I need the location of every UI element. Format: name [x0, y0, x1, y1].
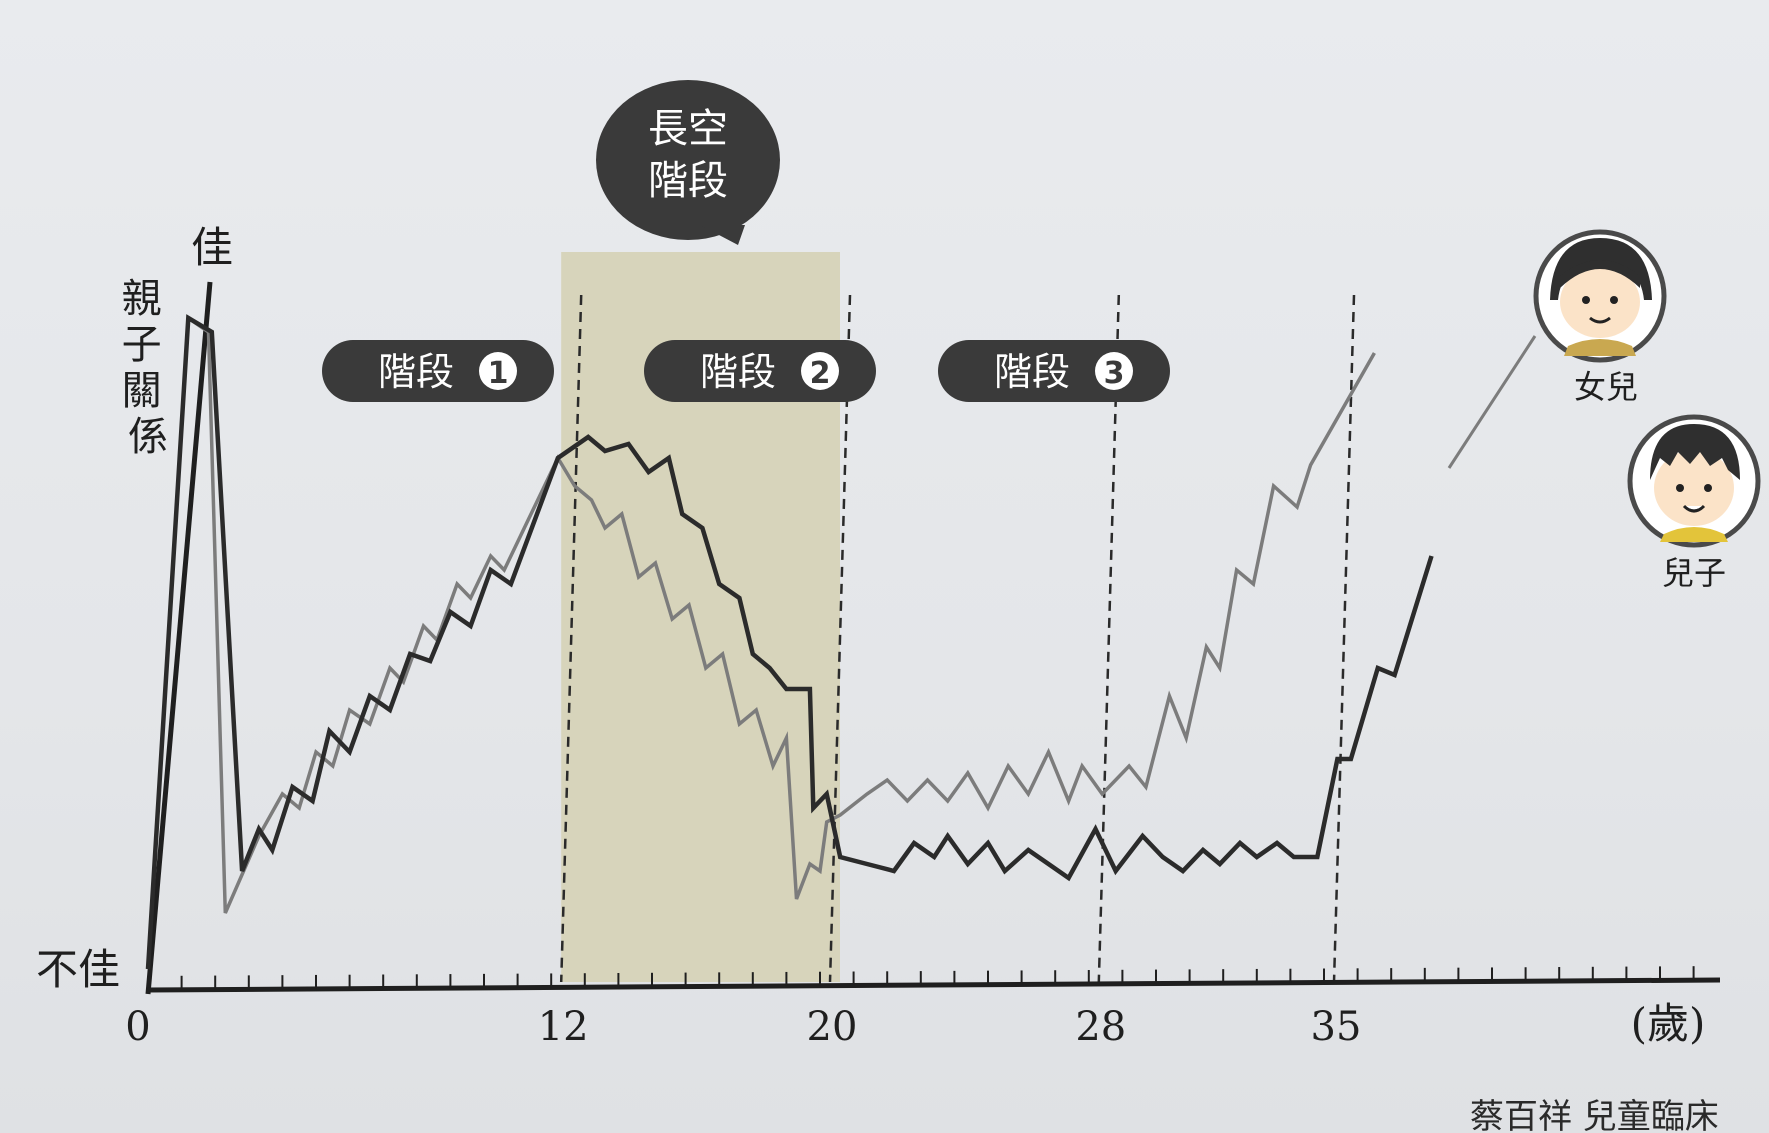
stage-pill-2: 階段 2 [644, 340, 876, 402]
son-hair-icon [1650, 424, 1740, 480]
stage-number: 1 [488, 356, 509, 391]
series-line-daughter [146, 314, 1376, 970]
callout-line-1: 長空 [648, 106, 728, 152]
stage-pill-3: 階段 3 [938, 340, 1170, 402]
son-eye-right [1704, 484, 1712, 492]
daughter-bangs-icon [1560, 260, 1640, 288]
y-axis-bottom-label: 不佳 [36, 945, 120, 994]
stage-pill-label: 階段 [378, 350, 454, 394]
stage-pill-label: 階段 [994, 350, 1070, 394]
stage-pill-1: 階段 1 [322, 340, 554, 402]
callout-tail [700, 225, 745, 245]
daughter-eye-right [1610, 296, 1618, 304]
daughter-hair-icon [1550, 238, 1652, 300]
y-axis-title-char-4: 係 [128, 414, 168, 460]
x-tick-label: 35 [1311, 1004, 1362, 1050]
x-axis-unit-label: (歲) [1631, 999, 1706, 1048]
age-divider-line [559, 294, 583, 983]
series-lines [145, 314, 1434, 970]
stage-number-badge [801, 352, 839, 390]
son-legend-label: 兒子 [1662, 554, 1726, 592]
x-tick-labels: 0 12 20 28 35 [125, 1004, 1361, 1050]
daughter-legend-label: 女兒 [1574, 368, 1638, 406]
callout-line-2: 階段 [648, 158, 728, 204]
y-axis-top-label: 佳 [191, 223, 233, 272]
y-axis-title-char-3: 關 [122, 368, 162, 414]
age-divider-lines [559, 294, 1356, 983]
x-tick-label: 0 [125, 1004, 150, 1050]
x-tick-label: 28 [1075, 1004, 1126, 1050]
stage-pill-label: 階段 [700, 350, 776, 394]
long-gap-callout: 長空 階段 [596, 80, 780, 245]
stage-number: 2 [810, 356, 831, 391]
footer-source-text: 蔡百祥 兒童臨床 [1470, 1097, 1719, 1133]
stage-labels: 階段 1 階段 2 階段 3 [322, 340, 1170, 402]
son-face-icon [1654, 450, 1734, 526]
daughter-avatar [1533, 229, 1667, 363]
callout-bubble [596, 80, 780, 240]
y-axis-line [145, 281, 213, 995]
x-minor-ticks [180, 966, 1695, 990]
son-mouth [1682, 504, 1706, 513]
x-tick-label: 20 [807, 1004, 858, 1050]
legend: 女兒 兒子 [1447, 229, 1761, 592]
daughter-eye-left [1582, 296, 1590, 304]
y-axis-title: 親 子 關 係 [122, 276, 175, 460]
daughter-pointer-line [1447, 335, 1537, 469]
daughter-face-icon [1560, 266, 1640, 338]
son-eye-left [1676, 484, 1684, 492]
x-axis-line [147, 977, 1721, 993]
daughter-mouth [1589, 316, 1611, 324]
age-divider-line [1332, 294, 1356, 983]
series-line-son [145, 314, 1434, 970]
axes [145, 281, 1721, 995]
stage-number: 3 [1104, 356, 1125, 391]
x-tick-label: 12 [538, 1004, 589, 1050]
age-divider-line [828, 294, 852, 983]
stage-number-badge [479, 352, 517, 390]
y-axis-title-char-1: 親 [122, 276, 162, 322]
stage-number-badge [1095, 352, 1133, 390]
son-avatar [1627, 414, 1761, 548]
son-shirt [1660, 527, 1728, 542]
daughter-shirt [1564, 339, 1636, 356]
y-axis-title-char-2: 子 [122, 322, 162, 368]
age-divider-line [1097, 294, 1121, 983]
